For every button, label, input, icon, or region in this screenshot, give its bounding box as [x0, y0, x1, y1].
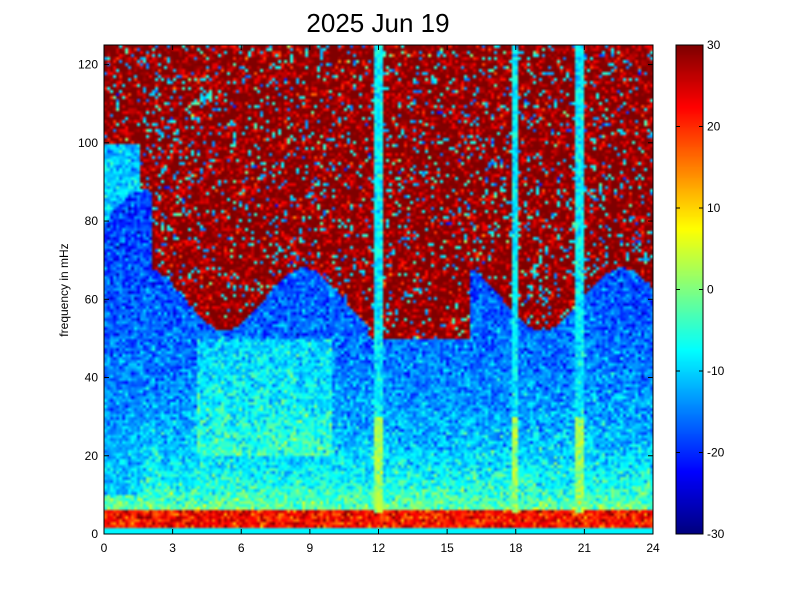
x-tick-label: 21: [578, 541, 592, 555]
y-tick-label: 60: [85, 292, 99, 306]
colorbar: 30 20 10 0 -10 -20 -30: [675, 38, 725, 541]
colorbar-ticks: 30 20 10 0 -10 -20 -30: [676, 38, 725, 541]
x-tick-label: 0: [101, 541, 108, 555]
spectrogram-heatmap: [104, 45, 653, 534]
y-tick-label: 0: [91, 527, 98, 541]
x-tick-label: 9: [307, 541, 314, 555]
y-tick-label: 40: [85, 371, 99, 385]
x-axis: 0 3 6 9 12 15 18 21 24: [101, 45, 660, 555]
chart-title: 2025 Jun 19: [306, 8, 449, 38]
x-tick-label: 3: [169, 541, 176, 555]
x-tick-label: 18: [509, 541, 523, 555]
colorbar-tick-label: -30: [707, 527, 725, 541]
x-tick-label: 15: [440, 541, 454, 555]
y-tick-label: 80: [85, 214, 99, 228]
colorbar-tick-label: 30: [707, 38, 721, 52]
x-tick-label: 6: [238, 541, 245, 555]
spectrogram-plot: [103, 44, 654, 535]
y-tick-label: 100: [78, 136, 98, 150]
x-tick-label: 12: [372, 541, 386, 555]
y-tick-label: 20: [85, 449, 99, 463]
x-tick-label: 24: [646, 541, 660, 555]
colorbar-tick-label: -20: [707, 446, 725, 460]
colorbar-tick-label: -10: [707, 364, 725, 378]
y-axis-label: frequency in mHz: [57, 243, 71, 336]
colorbar-tick-label: 10: [707, 201, 721, 215]
colorbar-tick-label: 20: [707, 120, 721, 134]
colorbar-tick-label: 0: [707, 283, 714, 297]
colorbar-gradient: [676, 45, 703, 534]
y-axis: 0 20 40 60 80 100 120: [78, 58, 653, 541]
y-tick-label: 120: [78, 58, 98, 72]
